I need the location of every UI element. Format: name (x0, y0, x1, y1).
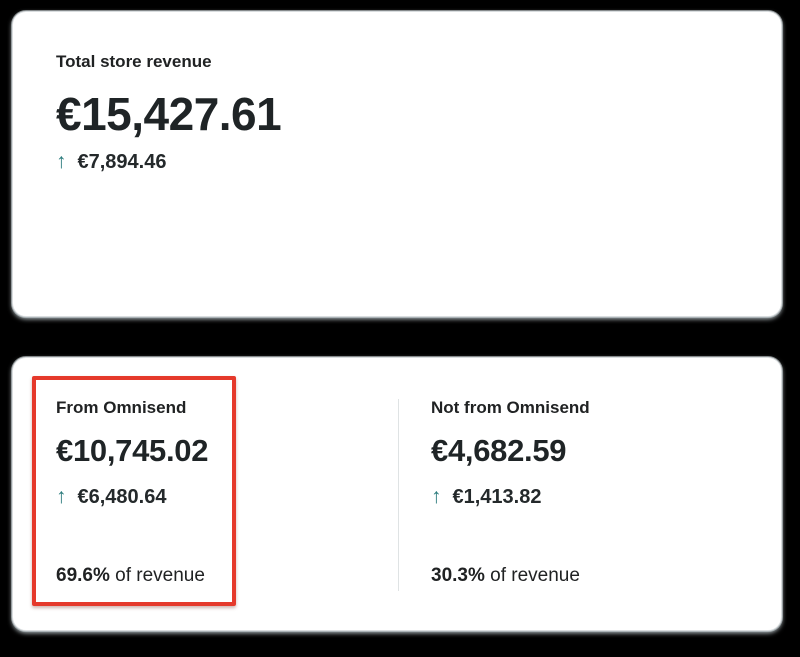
not-from-omnisend-title: Not from Omnisend (431, 398, 590, 417)
from-omnisend-column: From Omnisend €10,745.02 ↑ €6,480.64 69.… (56, 398, 208, 587)
total-revenue-title: Total store revenue (56, 52, 212, 71)
not-from-omnisend-column: Not from Omnisend €4,682.59 ↑ €1,413.82 … (431, 398, 590, 587)
from-omnisend-amount: €10,745.02 (56, 433, 209, 469)
not-from-omnisend-change: ↑ €1,413.82 (431, 486, 590, 509)
revenue-breakdown-card: From Omnisend €10,745.02 ↑ €6,480.64 69.… (12, 357, 782, 631)
from-omnisend-change: ↑ €6,480.64 (56, 486, 208, 509)
column-divider (398, 399, 399, 591)
up-arrow-icon: ↑ (56, 484, 67, 508)
percent-suffix: of revenue (109, 564, 205, 586)
not-from-omnisend-percent: 30.3% of revenue (431, 565, 590, 587)
percent-value: 69.6% (56, 564, 110, 586)
up-arrow-icon: ↑ (431, 484, 442, 508)
percent-value: 30.3% (431, 564, 485, 586)
total-revenue-card: Total store revenue €15,427.61 ↑ €7,894.… (12, 11, 782, 317)
up-arrow-icon: ↑ (56, 150, 67, 174)
from-omnisend-change-amount: €6,480.64 (77, 485, 167, 508)
from-omnisend-percent: 69.6% of revenue (56, 565, 208, 587)
percent-suffix: of revenue (484, 564, 580, 586)
total-revenue-change: ↑ €7,894.46 (56, 151, 281, 174)
not-from-omnisend-amount: €4,682.59 (431, 433, 567, 469)
total-revenue-change-amount: €7,894.46 (77, 151, 167, 174)
not-from-omnisend-change-amount: €1,413.82 (452, 485, 542, 508)
from-omnisend-title: From Omnisend (56, 398, 187, 417)
total-revenue-amount: €15,427.61 (56, 88, 282, 141)
